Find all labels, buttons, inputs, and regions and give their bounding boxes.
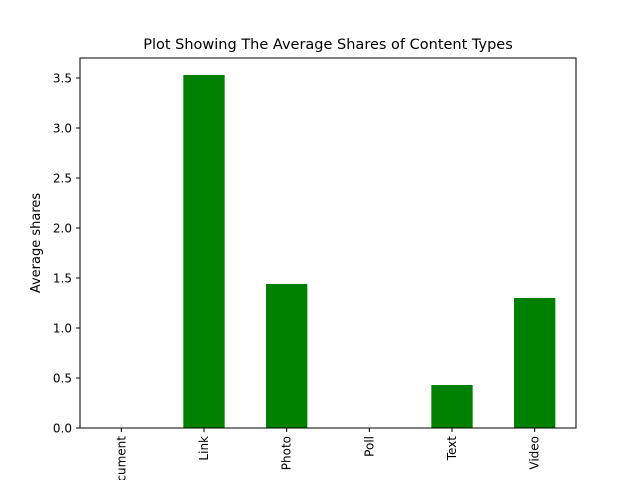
y-tick-label: 1.0 — [53, 322, 72, 336]
y-tick-label: 0.5 — [53, 372, 72, 386]
y-ticks-group: 0.0 0.5 1.0 1.5 2.0 2.5 3.0 3.5 — [53, 72, 80, 436]
x-tick-label-document: Document — [114, 436, 128, 480]
y-tick-label: 2.5 — [53, 172, 72, 186]
chart-title: Plot Showing The Average Shares of Conte… — [143, 37, 513, 53]
y-tick-label: 2.0 — [53, 222, 72, 236]
x-tick-label-link: Link — [197, 436, 211, 461]
y-tick-label: 3.0 — [53, 122, 72, 136]
bar-video — [514, 298, 556, 428]
y-tick-label: 3.5 — [53, 72, 72, 86]
y-tick-label: 1.5 — [53, 272, 72, 286]
bar-photo — [266, 284, 308, 428]
x-tick-label-poll: Poll — [362, 436, 376, 457]
plot-frame — [79, 57, 577, 429]
x-tick-label-photo: Photo — [280, 436, 294, 470]
bar-text — [431, 385, 473, 428]
x-ticks-group: Document Link Photo Poll Text Video — [114, 428, 542, 480]
y-tick-label: 0.0 — [53, 422, 72, 436]
x-tick-label-video: Video — [528, 436, 542, 470]
bars-group — [183, 75, 556, 428]
bar-link — [183, 75, 225, 428]
x-tick-label-text: Text — [445, 436, 459, 462]
y-axis-label: Average shares — [29, 193, 44, 294]
